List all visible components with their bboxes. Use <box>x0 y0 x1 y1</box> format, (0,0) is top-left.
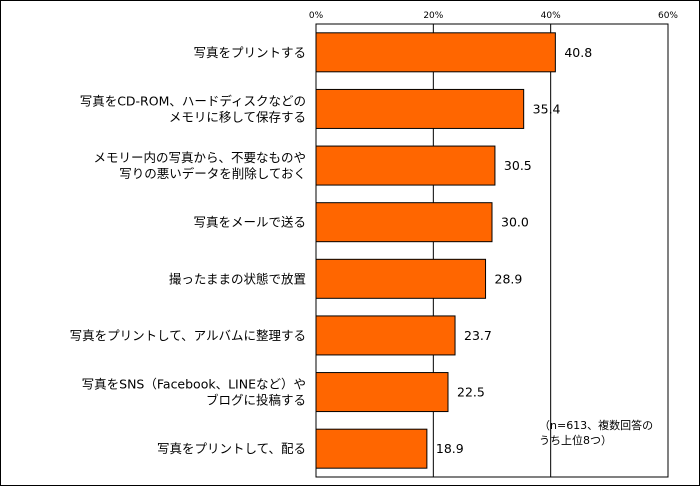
x-tick-label: 20% <box>423 11 443 21</box>
category-label: メモリに移して保存する <box>169 109 306 124</box>
x-tick-label: 0% <box>309 11 324 21</box>
bar <box>315 372 449 413</box>
category-label: 写りの悪いデータを削除しておく <box>119 166 306 181</box>
plot-area <box>315 23 669 478</box>
category-label: 写真をプリントして、アルバムに整理する <box>70 328 306 343</box>
x-tick-label: 40% <box>541 11 561 21</box>
sample-note: うち上位8つ） <box>539 433 612 447</box>
bar <box>315 315 456 356</box>
data-label: 40.8 <box>564 45 592 60</box>
data-label: 35.4 <box>533 101 561 116</box>
bar <box>315 145 496 186</box>
bar <box>315 88 525 129</box>
bar <box>315 428 428 469</box>
category-label: ブログに投稿する <box>206 393 306 408</box>
data-label: 30.0 <box>501 215 529 230</box>
category-label: 写真をSNS（Facebook、LINEなど）や <box>82 377 306 392</box>
bar <box>315 32 556 73</box>
data-label: 18.9 <box>436 441 464 456</box>
bar <box>315 202 493 243</box>
category-label: メモリー内の写真から、不要なものや <box>93 150 306 165</box>
data-label: 30.5 <box>504 158 532 173</box>
bar <box>315 258 487 299</box>
category-label: 写真をプリントして、配る <box>157 441 306 456</box>
category-label: 写真をCD-ROM、ハードディスクなどの <box>80 93 306 108</box>
category-label: 写真をメールで送る <box>193 215 306 230</box>
data-label: 23.7 <box>464 328 492 343</box>
category-label: 撮ったままの状態で放置 <box>169 271 306 286</box>
data-label: 28.9 <box>495 271 523 286</box>
sample-note: （n=613、複数回答の <box>539 418 653 432</box>
x-tick-label: 60% <box>658 11 678 21</box>
data-label: 22.5 <box>457 385 485 400</box>
category-label: 写真をプリントする <box>193 45 306 60</box>
